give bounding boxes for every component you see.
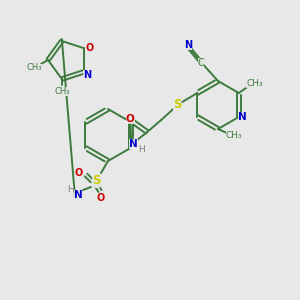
Text: O: O bbox=[126, 114, 135, 124]
Text: C: C bbox=[198, 58, 204, 68]
Text: N: N bbox=[83, 70, 91, 80]
Text: O: O bbox=[75, 168, 83, 178]
Text: H: H bbox=[67, 184, 73, 194]
Text: CH₃: CH₃ bbox=[54, 86, 70, 95]
Text: S: S bbox=[92, 175, 100, 188]
Text: CH₃: CH₃ bbox=[26, 64, 42, 73]
Text: CH₃: CH₃ bbox=[226, 130, 242, 140]
Text: O: O bbox=[97, 193, 105, 203]
Text: CH₃: CH₃ bbox=[247, 79, 263, 88]
Text: N: N bbox=[184, 40, 192, 50]
Text: H: H bbox=[138, 146, 145, 154]
Text: N: N bbox=[238, 112, 247, 122]
Text: O: O bbox=[85, 43, 93, 53]
Text: S: S bbox=[173, 98, 182, 112]
Text: N: N bbox=[74, 190, 82, 200]
Text: N: N bbox=[129, 139, 138, 149]
